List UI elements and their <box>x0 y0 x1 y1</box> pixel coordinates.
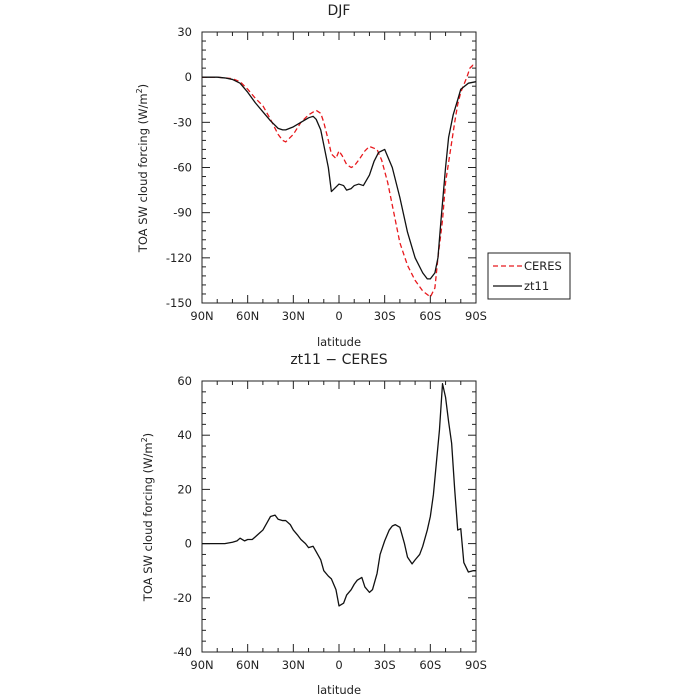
x-axis-label: latitude <box>317 683 361 697</box>
y-axis-label-tail: ) <box>141 433 155 438</box>
y-tick-labels: 60 40 20 0 -20 -40 <box>173 374 192 659</box>
y-axis-label: TOA SW cloud forcing (W/m2) <box>135 84 150 253</box>
y-tick-label: -20 <box>173 591 192 605</box>
series-line-zt11 <box>202 76 477 280</box>
plot-frame <box>201 380 477 653</box>
panel-difference: zt11 − CERES 90N 60N 30N 0 30S 60S 90S 60 40 20 0… <box>140 352 487 697</box>
series-line-ceres <box>202 64 477 298</box>
x-tick-label: 90S <box>465 658 487 672</box>
series-lines <box>202 383 476 607</box>
legend-label-ceres: CERES <box>524 259 562 273</box>
y-tick-label: 0 <box>185 537 192 551</box>
y-tick-label: 60 <box>177 374 192 388</box>
x-tick-label: 30S <box>374 658 396 672</box>
x-tick-labels: 90N 60N 30N 0 30S 60S 90S <box>190 309 487 323</box>
y-tick-label: 40 <box>177 428 192 442</box>
x-tick-label: 60S <box>419 658 441 672</box>
y-tick-label: 0 <box>185 70 192 84</box>
panel-title: zt11 − CERES <box>290 352 387 368</box>
x-tick-label: 60S <box>419 309 441 323</box>
x-tick-labels: 90N 60N 30N 0 30S 60S 90S <box>190 658 487 672</box>
y-tick-label: -90 <box>173 206 192 220</box>
x-tick-label: 60N <box>236 658 259 672</box>
y-tick-label: 30 <box>177 25 192 39</box>
y-tick-label: -120 <box>166 251 192 265</box>
y-tick-label: -40 <box>173 645 192 659</box>
y-axis-label-sup: 2 <box>140 437 149 442</box>
series-lines <box>202 64 477 298</box>
panel-djf: DJF 90N 60N 30N 0 30S 60S 90S 30 0 -30 -60 -90 -120… <box>135 3 571 349</box>
x-tick-label: 30N <box>282 658 305 672</box>
y-axis-label-sup: 2 <box>135 88 144 93</box>
y-tick-label: -150 <box>166 296 192 310</box>
legend: CERES zt11 <box>487 252 571 300</box>
x-axis-label: latitude <box>317 335 361 349</box>
legend-label-zt11: zt11 <box>524 279 549 293</box>
x-tick-label: 0 <box>335 658 342 672</box>
x-tick-label: 30S <box>374 309 396 323</box>
y-axis-label-text: TOA SW cloud forcing (W/m <box>136 93 150 253</box>
y-tick-label: 20 <box>177 482 192 496</box>
x-tick-label: 90N <box>190 309 213 323</box>
axis-ticks <box>201 380 477 653</box>
y-tick-label: -30 <box>173 115 192 129</box>
legend-box <box>487 252 571 300</box>
y-tick-labels: 30 0 -30 -60 -90 -120 -150 <box>166 25 192 310</box>
x-tick-label: 90S <box>465 309 487 323</box>
y-axis-label-text: TOA SW cloud forcing (W/m <box>141 442 155 602</box>
x-tick-label: 30N <box>282 309 305 323</box>
series-line-difference <box>202 383 476 607</box>
y-axis-label-tail: ) <box>136 84 150 89</box>
y-tick-label: -60 <box>173 161 192 175</box>
x-tick-label: 0 <box>335 309 342 323</box>
x-tick-label: 90N <box>190 658 213 672</box>
y-axis-label: TOA SW cloud forcing (W/m2) <box>140 433 155 602</box>
x-tick-label: 60N <box>236 309 259 323</box>
axis-ticks <box>201 31 477 304</box>
panel-title: DJF <box>328 3 351 19</box>
plot-frame <box>201 31 477 304</box>
